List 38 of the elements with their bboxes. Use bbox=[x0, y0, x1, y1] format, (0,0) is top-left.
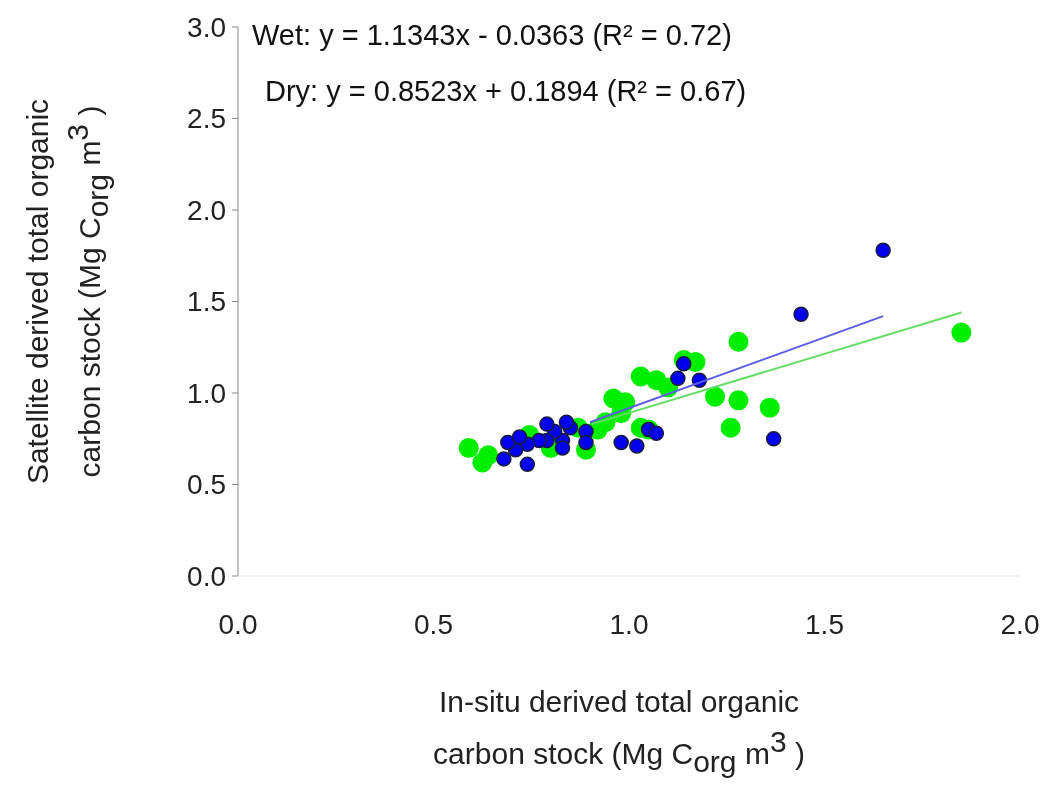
x-tick-label: 1.5 bbox=[805, 609, 844, 640]
point bbox=[793, 306, 809, 323]
point bbox=[496, 451, 512, 467]
point bbox=[705, 386, 726, 407]
annotation: Dry: y = 0.8523x + 0.1894 (R² = 0.67) bbox=[265, 75, 747, 107]
point bbox=[951, 322, 972, 343]
point bbox=[720, 417, 741, 438]
x-tick-label: 1.0 bbox=[609, 609, 649, 640]
point bbox=[759, 397, 780, 418]
point bbox=[539, 416, 555, 432]
y-tick-label: 1.0 bbox=[187, 377, 226, 409]
y-tick-label: 2.5 bbox=[187, 103, 226, 135]
point bbox=[500, 434, 516, 451]
point bbox=[728, 331, 749, 352]
point bbox=[765, 431, 782, 447]
point bbox=[578, 434, 594, 451]
x-tick-label: 0.0 bbox=[218, 609, 258, 640]
point bbox=[554, 440, 571, 456]
point bbox=[511, 429, 528, 445]
point bbox=[519, 456, 536, 473]
point bbox=[728, 390, 749, 411]
point bbox=[675, 355, 692, 372]
y-tick-label: 3.0 bbox=[187, 11, 226, 43]
y-tick-label: 0.5 bbox=[187, 469, 226, 501]
point bbox=[875, 242, 891, 258]
point bbox=[613, 434, 629, 451]
point bbox=[629, 438, 645, 454]
y-tick-label: 2.0 bbox=[187, 194, 226, 226]
point bbox=[670, 370, 686, 387]
point bbox=[458, 437, 479, 458]
point bbox=[478, 445, 499, 466]
y-tick-label: 0.0 bbox=[187, 560, 226, 592]
x-tick-label: 2.0 bbox=[1000, 609, 1040, 640]
y-tick-label: 1.5 bbox=[187, 286, 226, 318]
x-tick-label: 0.5 bbox=[414, 609, 453, 640]
point bbox=[648, 425, 665, 441]
point bbox=[558, 414, 575, 431]
annotation: Wet: y = 1.1343x - 0.0363 (R² = 0.72) bbox=[252, 19, 732, 51]
